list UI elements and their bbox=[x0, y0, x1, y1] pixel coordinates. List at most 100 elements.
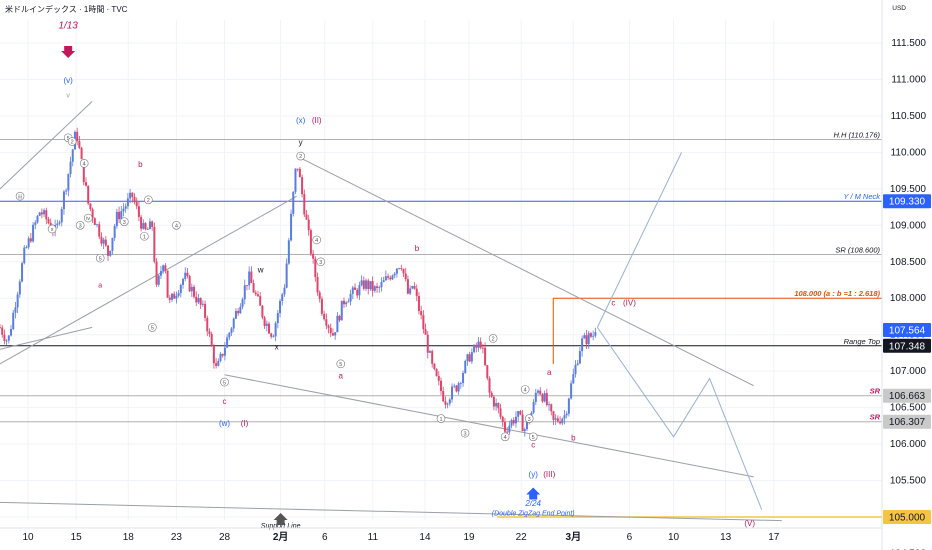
candle-body bbox=[14, 307, 17, 313]
candle-body bbox=[3, 334, 6, 341]
candle-body bbox=[60, 209, 63, 223]
wave-number: 4 bbox=[315, 238, 318, 244]
up-arrow-icon bbox=[273, 513, 288, 525]
candle-body bbox=[384, 276, 387, 281]
candle-body bbox=[459, 383, 462, 384]
wave-annotation: x bbox=[275, 342, 279, 351]
candle-body bbox=[120, 211, 123, 220]
candle-body bbox=[175, 295, 178, 299]
wave-circle bbox=[140, 231, 149, 241]
candle-body bbox=[18, 281, 21, 295]
level-label: SR bbox=[870, 387, 881, 396]
candle-body bbox=[468, 354, 471, 362]
price-box bbox=[883, 338, 931, 353]
candle-body bbox=[413, 286, 416, 289]
candle-body bbox=[358, 285, 361, 296]
candle-body bbox=[16, 294, 19, 308]
wave-number: 5 bbox=[532, 435, 535, 441]
candle-body bbox=[285, 263, 288, 288]
candle-body bbox=[126, 198, 129, 207]
wave-number: 5 bbox=[223, 380, 226, 386]
candle-body bbox=[307, 219, 310, 231]
candle-body bbox=[440, 380, 442, 391]
candle-body bbox=[144, 223, 147, 230]
candle-body bbox=[464, 360, 467, 374]
wave-number: 3 bbox=[319, 260, 322, 266]
candle-body bbox=[508, 425, 511, 433]
wave-circle bbox=[296, 151, 305, 161]
candle-body bbox=[265, 323, 268, 326]
candle-body bbox=[38, 212, 41, 216]
candle-body bbox=[272, 336, 275, 338]
wave-circle bbox=[524, 414, 534, 423]
candle-body bbox=[563, 415, 566, 419]
candle-body bbox=[100, 236, 103, 244]
candle-body bbox=[12, 312, 15, 330]
price-box-label: 105.000 bbox=[889, 513, 926, 524]
candle-body bbox=[76, 131, 79, 142]
x-tick-label: 28 bbox=[219, 532, 231, 543]
candle-body bbox=[488, 378, 491, 393]
wave-number: 3 bbox=[123, 220, 126, 226]
candle-body bbox=[47, 219, 50, 223]
candle-body bbox=[170, 293, 173, 300]
candle-body bbox=[153, 226, 156, 262]
wave-number: 3 bbox=[464, 431, 467, 437]
chart-title: 米ドルインデックス · 1時間 · TVC bbox=[5, 5, 128, 14]
wave-circle bbox=[144, 195, 153, 205]
candle-body bbox=[314, 258, 317, 278]
wave-annotation: b bbox=[138, 160, 143, 169]
candle-body bbox=[380, 282, 383, 288]
candle-body bbox=[565, 413, 568, 416]
candle-body bbox=[256, 294, 259, 297]
candle-body bbox=[122, 208, 125, 212]
candle-body bbox=[376, 286, 379, 289]
wave-circle bbox=[119, 217, 129, 226]
candle-body bbox=[124, 206, 127, 209]
wave-annotation: 1/13 bbox=[58, 20, 78, 31]
candle-body bbox=[243, 285, 246, 300]
y-tick-label: 110.500 bbox=[891, 111, 927, 122]
down-arrow-icon bbox=[61, 45, 76, 58]
candle-body bbox=[107, 245, 110, 256]
candle-body bbox=[223, 347, 226, 356]
wave-number: 5 bbox=[151, 326, 154, 332]
candle-body bbox=[362, 280, 365, 289]
wave-number: 1 bbox=[143, 234, 146, 240]
x-tick-label: 10 bbox=[23, 532, 35, 543]
wave-circle bbox=[220, 377, 229, 387]
price-box-label: 109.330 bbox=[889, 197, 926, 208]
candle-body bbox=[276, 313, 279, 324]
wave-labels: 1/13 v (v) (x) (II) y b w x a c (w) (I) a b a c b (y) (III)… bbox=[15, 20, 755, 530]
projection-path bbox=[596, 152, 682, 328]
x-tick-label: 6 bbox=[322, 532, 328, 543]
candle-body bbox=[354, 287, 357, 290]
x-tick-label: 22 bbox=[516, 532, 528, 543]
candle-body bbox=[548, 404, 551, 406]
candle-body bbox=[325, 319, 328, 326]
wave-annotation: a bbox=[339, 371, 344, 380]
candle-body bbox=[417, 296, 420, 312]
candle-body bbox=[281, 294, 284, 301]
candle-body bbox=[556, 418, 559, 422]
x-tick-label: 19 bbox=[464, 532, 476, 543]
wave-circle bbox=[520, 385, 530, 394]
candle-body bbox=[340, 300, 343, 321]
wave-annotation: b bbox=[571, 433, 576, 442]
wave-circle bbox=[460, 428, 470, 438]
candle-body bbox=[137, 206, 140, 217]
candle-body bbox=[303, 194, 306, 215]
trend-line bbox=[0, 501, 782, 522]
candle-body bbox=[71, 149, 74, 162]
candle-body bbox=[389, 277, 392, 280]
candle-body bbox=[259, 296, 262, 306]
up-arrow-icon bbox=[526, 487, 541, 500]
candle-body bbox=[490, 392, 493, 397]
candle-body bbox=[84, 182, 87, 186]
wave-annotation: (v) bbox=[63, 76, 73, 85]
candle-body bbox=[166, 270, 169, 298]
y-tick-label: 105.500 bbox=[890, 476, 927, 487]
y-tick-label: 108.000 bbox=[890, 293, 927, 304]
